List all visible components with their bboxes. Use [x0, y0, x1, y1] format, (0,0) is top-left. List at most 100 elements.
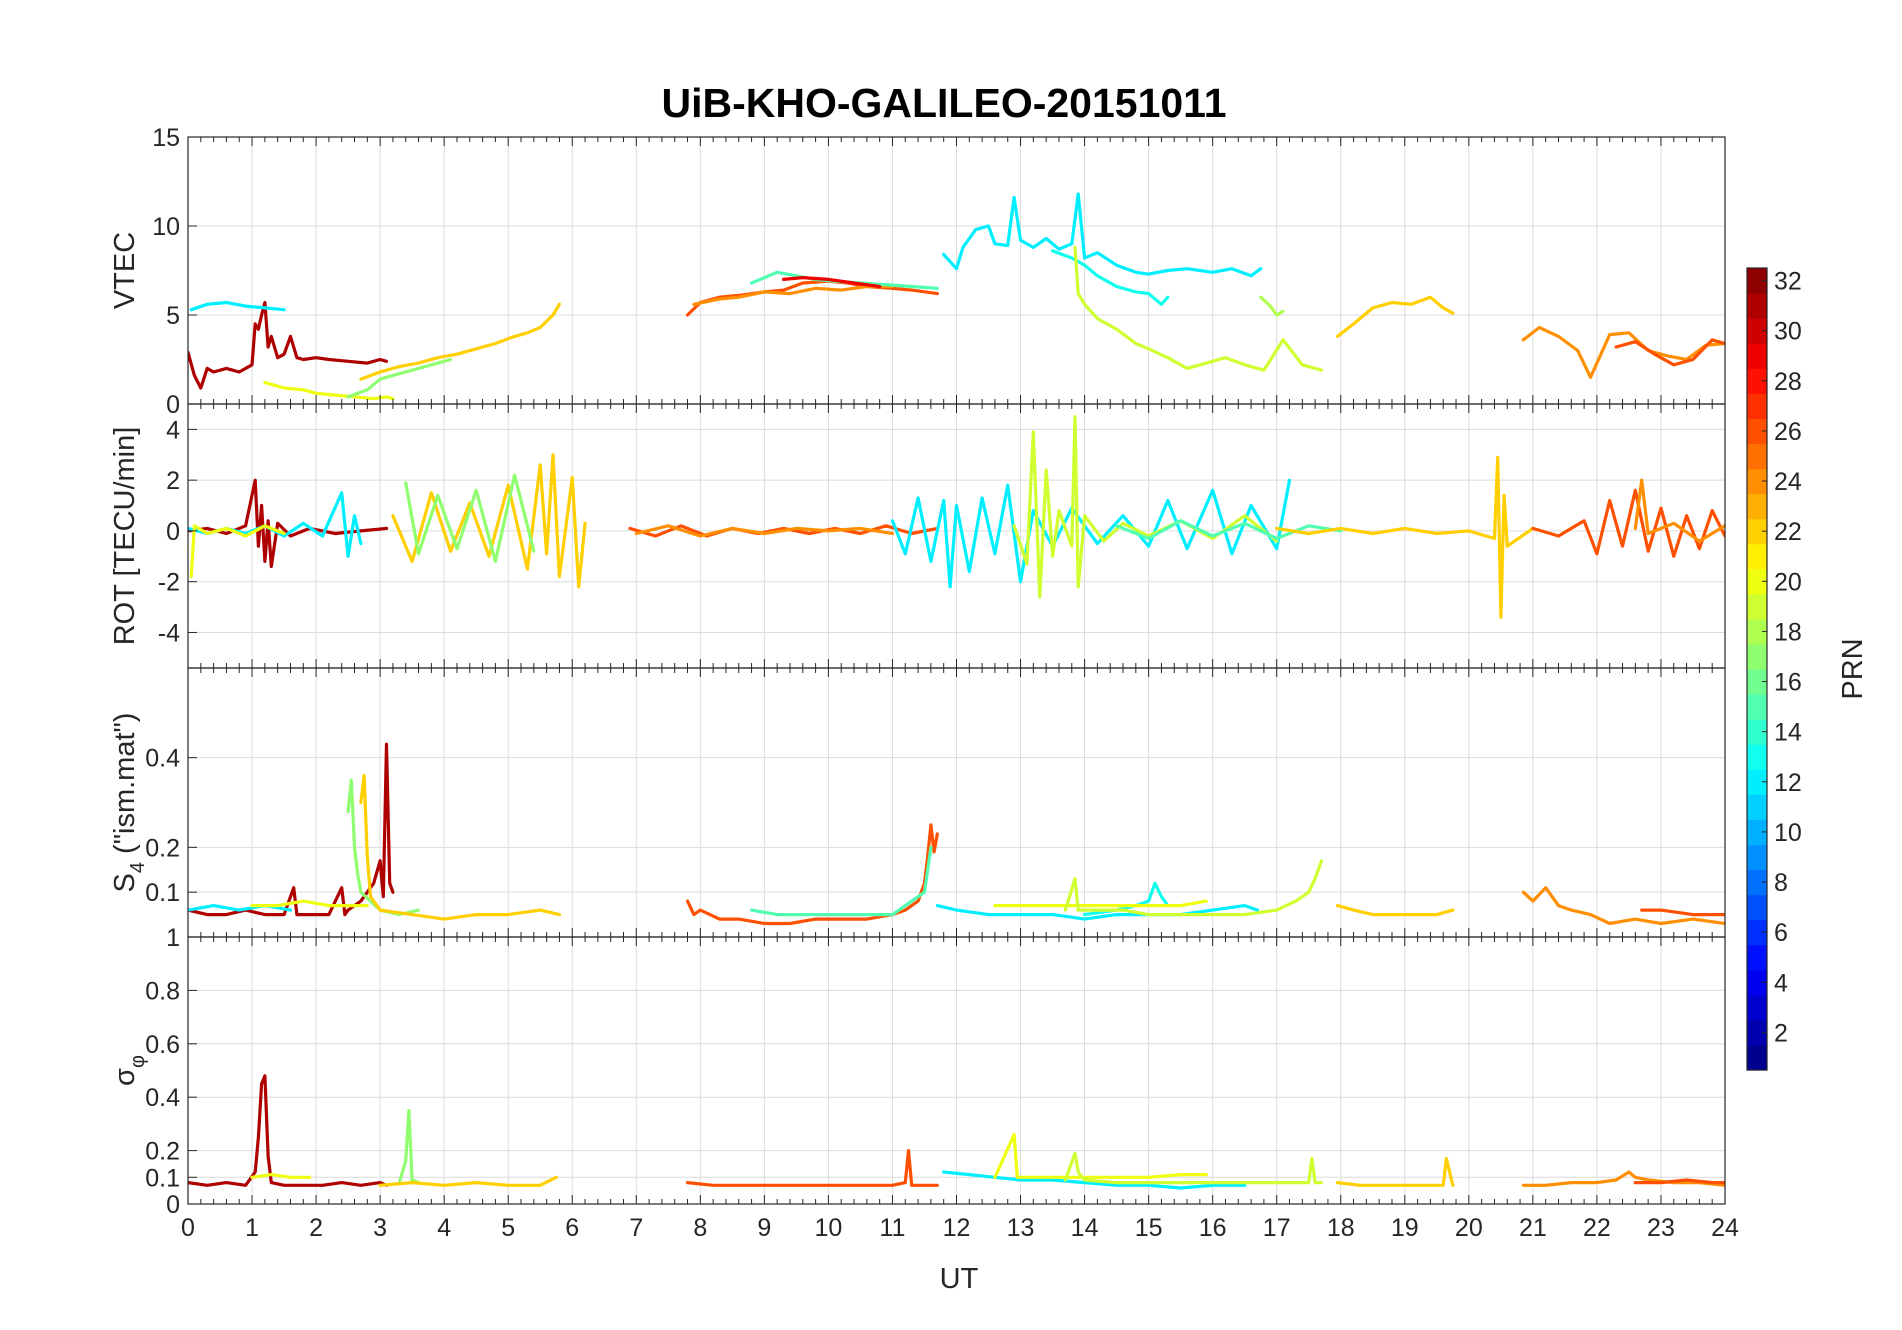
colorbar-tick-label: 6	[1774, 919, 1788, 947]
x-tick-label: 24	[1711, 1214, 1739, 1242]
colorbar-segment	[1747, 694, 1767, 720]
y-tick-label: -4	[158, 619, 180, 647]
y-tick-label: 0.4	[145, 1084, 180, 1112]
colorbar-segment	[1747, 869, 1767, 896]
series-group	[188, 192, 1725, 401]
colorbar-segment	[1747, 543, 1767, 570]
series-line-prn-19	[1012, 415, 1279, 599]
colorbar-segment	[1747, 418, 1767, 445]
series-line-prn-24	[1521, 886, 1725, 926]
colorbar-segment	[1747, 744, 1767, 770]
series-line-prn-26	[1614, 338, 1725, 367]
colorbar-segment	[1747, 819, 1767, 846]
series-line-prn-22	[1335, 1156, 1455, 1187]
y-tick-label: 0.2	[145, 834, 180, 862]
series-line-prn-26	[685, 823, 939, 926]
colorbar-segment	[1747, 994, 1767, 1021]
colorbar-tick-label: 14	[1774, 719, 1802, 747]
x-tick-label: 7	[629, 1214, 643, 1242]
series-line-prn-22	[1335, 903, 1455, 917]
x-tick-label: 1	[245, 1214, 259, 1242]
y-axis-label-tail: ("ism.mat")	[109, 713, 141, 862]
colorbar-segment	[1747, 568, 1767, 595]
colorbar-frame	[1746, 267, 1768, 1071]
y-tick-label: 0.1	[145, 879, 180, 907]
x-tick-label: 8	[693, 1214, 707, 1242]
colorbar-segment	[1747, 1019, 1767, 1046]
y-tick-label: 0.1	[145, 1164, 180, 1192]
x-tick-label: 11	[879, 1214, 905, 1242]
x-tick-label: 5	[501, 1214, 515, 1242]
colorbar-segment	[1747, 443, 1767, 470]
y-axis-label-text: σ	[109, 1068, 141, 1086]
series-line-prn-20	[993, 899, 1208, 908]
series-line-prn-31	[188, 300, 389, 390]
series-line-prn-15	[749, 845, 933, 917]
series-line-prn-31	[188, 742, 395, 917]
x-tick-label: 19	[1391, 1214, 1419, 1242]
colorbar-segment	[1747, 318, 1767, 344]
x-tick-label: 4	[437, 1214, 451, 1242]
y-tick-label: 0.4	[145, 745, 180, 773]
panel-rot: -4 -2 0 2 4 ROT [TECU/min]	[109, 403, 1726, 669]
colorbar-tick-label: 24	[1774, 468, 1802, 496]
x-tick-label: 20	[1455, 1214, 1483, 1242]
colorbar-tick-label: 32	[1774, 268, 1802, 296]
series-line-prn-24	[692, 284, 895, 306]
y-tick-label: 0	[166, 1191, 180, 1219]
series-line-prn-26	[1633, 1178, 1725, 1185]
series-line-prn-17	[404, 473, 536, 564]
x-tick-label: 18	[1327, 1214, 1355, 1242]
colorbar-tick-label: 26	[1774, 418, 1802, 446]
series-line-prn-22	[359, 773, 562, 921]
colorbar-tick-label: 8	[1774, 869, 1788, 897]
colorbar-tick-label: 16	[1774, 669, 1802, 697]
series-group	[188, 1074, 1725, 1190]
colorbar-tick-label: 10	[1774, 819, 1802, 847]
colorbar-segment	[1747, 969, 1767, 996]
y-axis-label-subscript: 4	[127, 862, 149, 873]
colorbar-segment	[1747, 1044, 1767, 1071]
x-tick-label: 12	[943, 1214, 971, 1242]
y-tick-label: 0	[166, 391, 180, 419]
series-line-prn-26	[628, 524, 939, 538]
series-group	[188, 415, 1725, 619]
colorbar-segment	[1747, 669, 1767, 695]
colorbar-tick-label: 18	[1774, 618, 1802, 646]
y-tick-label: 0.6	[145, 1031, 180, 1059]
colorbar-segment	[1747, 343, 1767, 369]
y-axis-label-s4: S4 ("ism.mat")	[109, 713, 149, 893]
x-tick-label: 3	[373, 1214, 387, 1242]
series-line-prn-26	[1531, 488, 1725, 558]
series-line-prn-19	[1073, 245, 1324, 372]
series-line-prn-20	[993, 1132, 1208, 1179]
series-line-prn-20	[263, 381, 395, 401]
colorbar-tick-label: 20	[1774, 568, 1802, 596]
colorbar-segment	[1747, 844, 1767, 871]
colorbar-tick-label: 22	[1774, 518, 1802, 546]
y-axis-label-sigma: σφ	[109, 1055, 149, 1086]
series-line-prn-12	[942, 1170, 1247, 1190]
series-line-prn-22	[359, 302, 562, 381]
series-line-prn-26	[685, 279, 939, 317]
series-line-prn-29	[781, 276, 882, 289]
colorbar-segment	[1747, 518, 1767, 545]
series-line-prn-20	[189, 524, 286, 579]
colorbar-tick-label: 30	[1774, 318, 1802, 346]
panel-sigma: 00.10.2 0.4 0.6 0.8 1 σφ	[109, 924, 1726, 1219]
series-line-prn-26	[1640, 908, 1725, 917]
y-tick-label: 4	[166, 416, 180, 444]
y-tick-label: 0.2	[145, 1138, 180, 1166]
colorbar-segment	[1747, 919, 1767, 946]
series-line-prn-12	[942, 192, 1263, 278]
colorbar-tick-label: 12	[1774, 769, 1802, 797]
colorbar-segment	[1747, 493, 1767, 520]
panel-vtec: 0 5 10 15 VTEC	[109, 124, 1726, 419]
colorbar-label: PRN	[1837, 638, 1869, 699]
y-tick-label: -2	[158, 569, 180, 597]
series-line-prn-12	[189, 300, 286, 312]
y-tick-label: 5	[166, 302, 180, 330]
series-line-prn-17	[397, 1108, 421, 1185]
